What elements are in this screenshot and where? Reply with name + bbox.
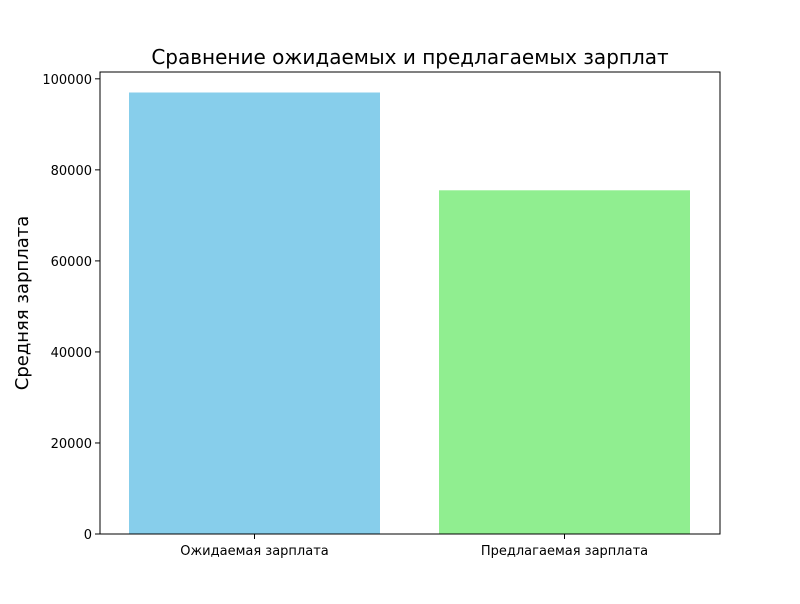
x-tick-label: Ожидаемая зарплата <box>180 544 329 559</box>
bar <box>439 190 690 535</box>
bars-group <box>129 92 690 535</box>
y-tick-label: 0 <box>84 528 92 543</box>
x-tick-label: Предлагаемая зарплата <box>481 544 648 559</box>
y-tick-label: 100000 <box>42 73 92 88</box>
x-axis-ticks: Ожидаемая зарплата Предлагаемая зарплата <box>180 534 648 559</box>
y-tick-label: 20000 <box>51 437 92 452</box>
chart-title: Сравнение ожидаемых и предлагаемых зарпл… <box>151 45 669 69</box>
bar <box>129 92 380 534</box>
y-tick-label: 40000 <box>51 346 92 361</box>
y-tick-label: 60000 <box>51 255 92 270</box>
y-tick-label: 80000 <box>51 164 92 179</box>
plot-frame <box>99 71 721 535</box>
y-axis-ticks: 0 20000 40000 60000 80000 100000 <box>42 73 100 543</box>
y-axis-label: Средняя зарплата <box>12 216 33 391</box>
